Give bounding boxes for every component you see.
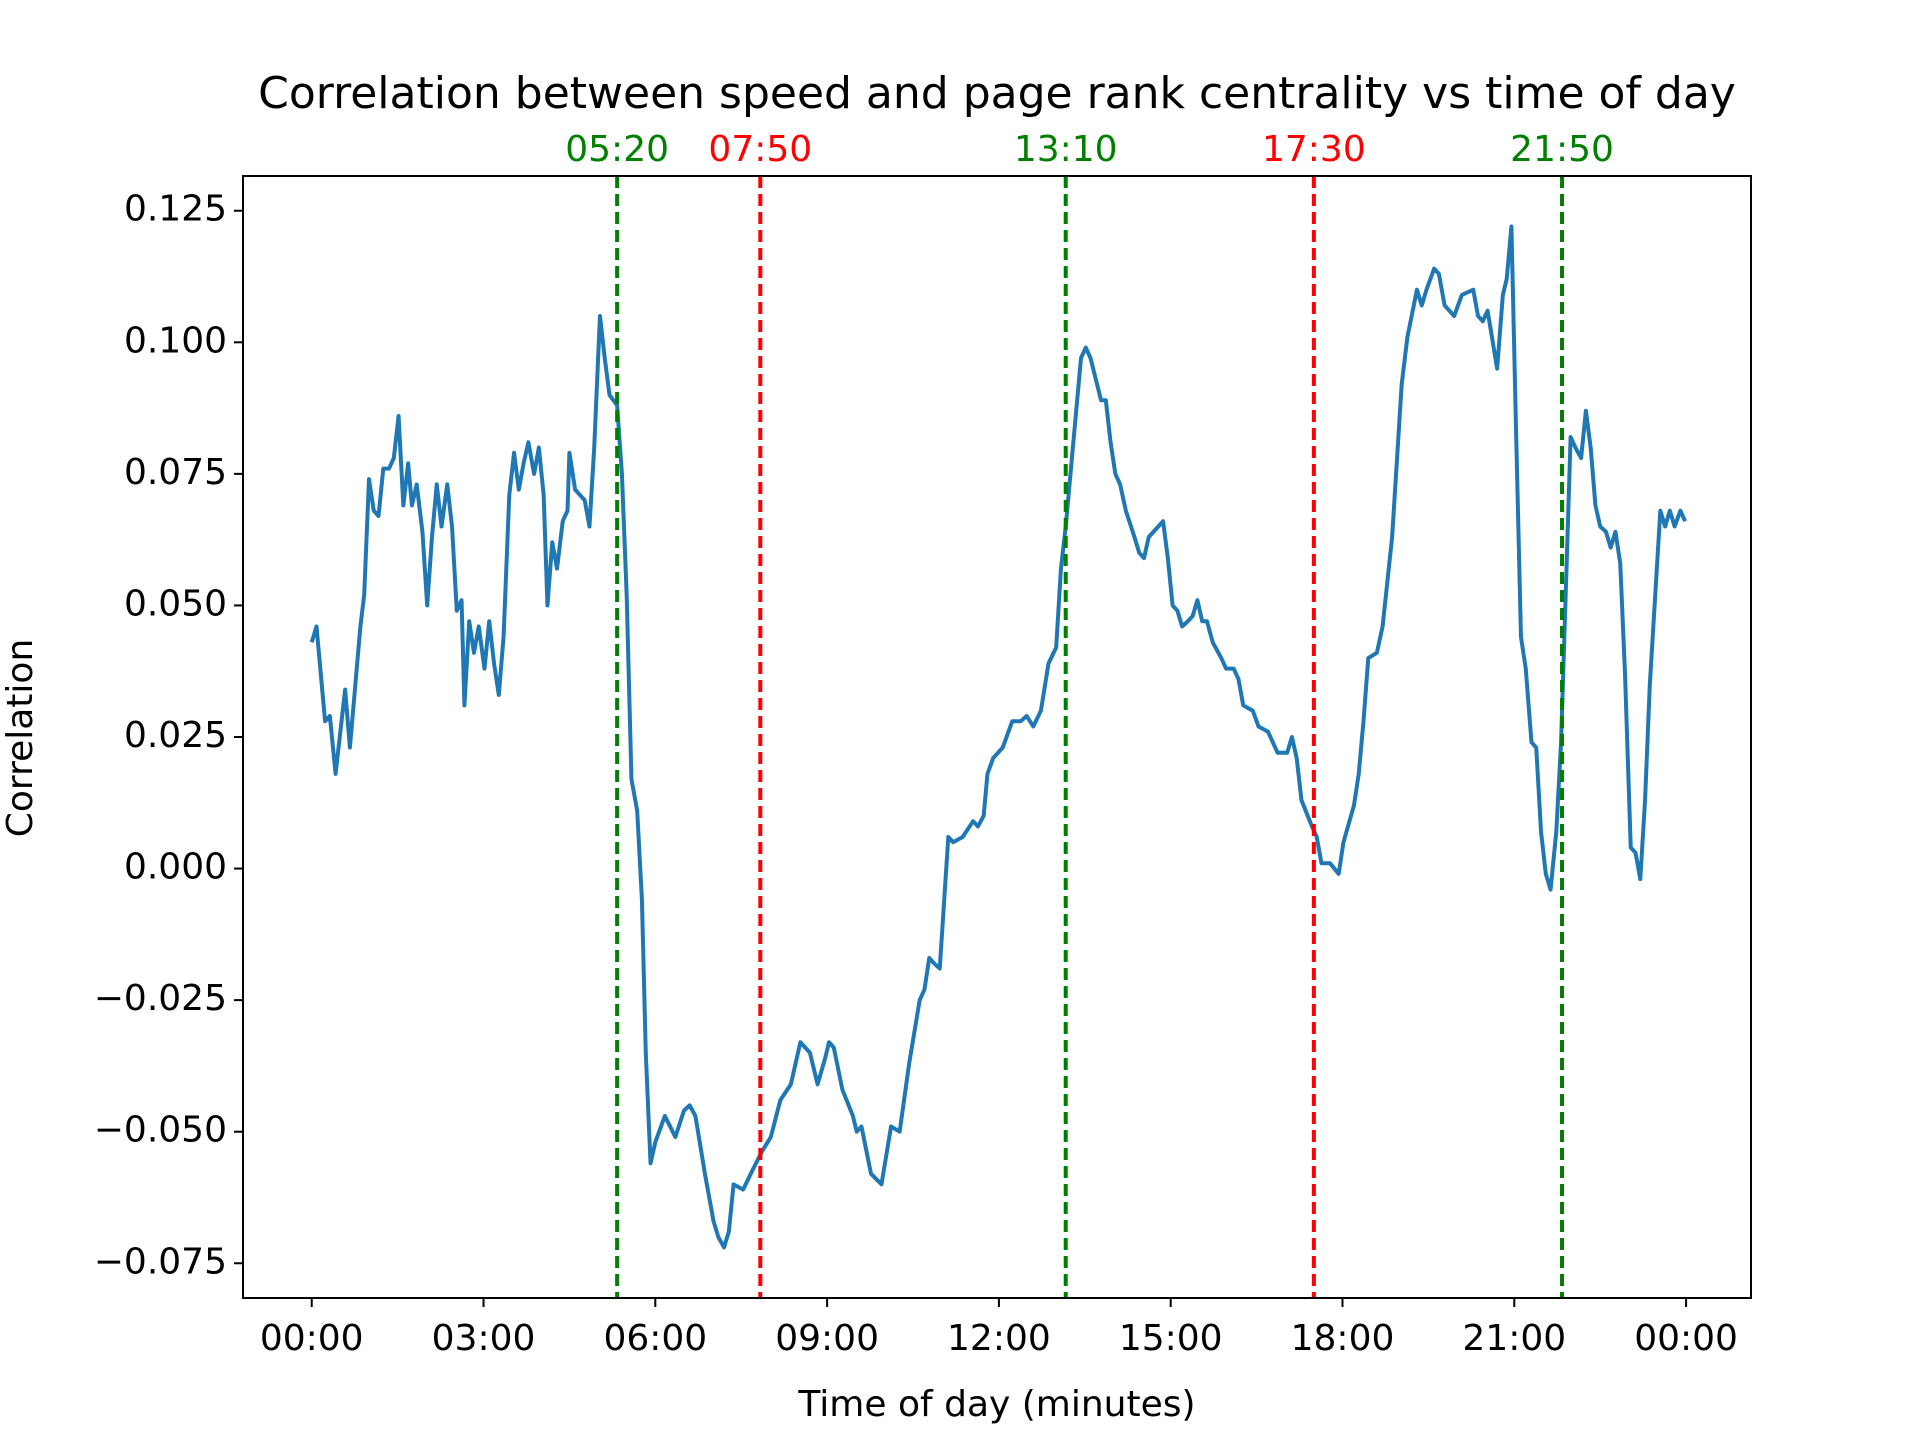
- x-axis-label: Time of day (minutes): [797, 1384, 1195, 1425]
- chart-title: Correlation between speed and page rank …: [258, 68, 1736, 119]
- vertical-marker-label: 05:20: [565, 129, 669, 170]
- x-tick-label: 03:00: [432, 1318, 536, 1359]
- y-tick-label: 0.125: [124, 189, 227, 230]
- x-tick-label: 00:00: [1634, 1318, 1738, 1359]
- x-tick-label: 21:00: [1462, 1318, 1566, 1359]
- y-tick-label: −0.025: [94, 978, 227, 1019]
- y-tick-label: 0.000: [124, 847, 227, 888]
- y-tick-label: −0.050: [94, 1110, 227, 1151]
- y-tick-label: −0.075: [94, 1241, 227, 1282]
- x-tick-label: 18:00: [1291, 1318, 1395, 1359]
- y-tick-label: 0.025: [124, 715, 227, 756]
- vertical-marker-label: 07:50: [708, 129, 812, 170]
- x-tick-label: 00:00: [260, 1318, 364, 1359]
- y-axis-label: Correlation: [0, 639, 41, 838]
- y-tick-label: 0.075: [124, 452, 227, 493]
- vertical-marker-label: 13:10: [1014, 129, 1118, 170]
- vertical-marker-label: 17:30: [1262, 129, 1366, 170]
- y-tick-label: 0.100: [124, 320, 227, 361]
- x-tick-label: 15:00: [1119, 1318, 1223, 1359]
- x-tick-label: 06:00: [603, 1318, 707, 1359]
- x-tick-label: 09:00: [775, 1318, 879, 1359]
- vertical-marker-label: 21:50: [1510, 129, 1614, 170]
- data-line: [309, 224, 1687, 1250]
- x-tick-label: 12:00: [947, 1318, 1051, 1359]
- plot-frame: [242, 175, 1752, 1299]
- y-tick-label: 0.050: [124, 583, 227, 624]
